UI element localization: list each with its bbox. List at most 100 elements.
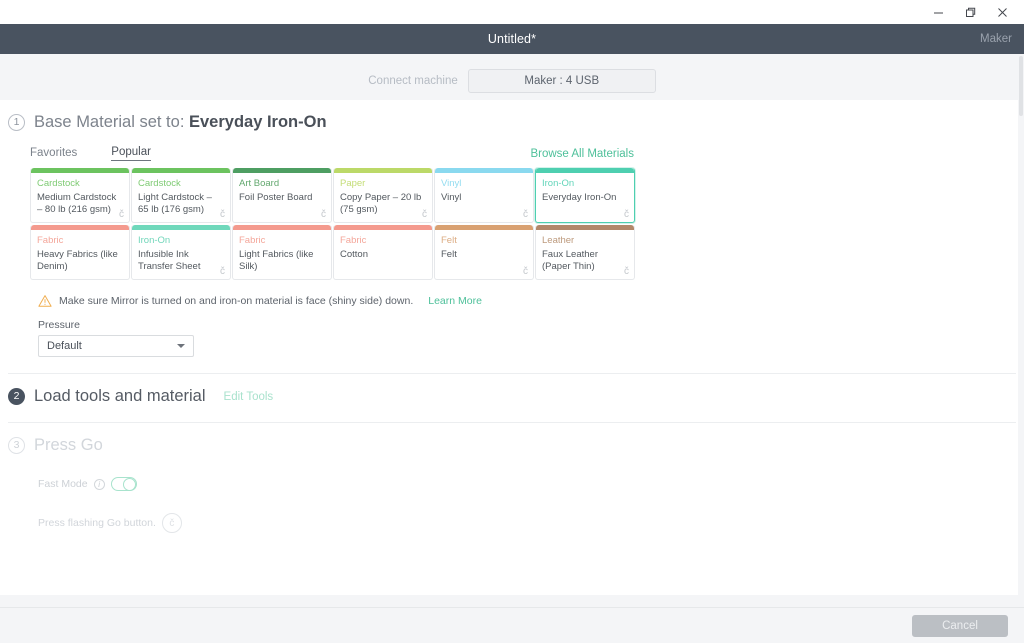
material-card-grid: Cardstock Medium Cardstock – 80 lb (216 … [30, 168, 638, 280]
project-title: Untitled* [487, 32, 537, 46]
material-color-bar [233, 168, 331, 173]
material-color-bar [536, 168, 634, 173]
minimize-icon[interactable] [922, 1, 954, 23]
press-go-row: Press flashing Go button. č [38, 513, 1024, 533]
go-button-icon[interactable]: č [161, 513, 182, 533]
material-card[interactable]: Vinyl Vinyl č [434, 168, 534, 223]
material-card[interactable]: Fabric Cotton [333, 225, 433, 280]
material-name: Everyday Iron-On [542, 191, 617, 203]
step-1-selected-material: Everyday Iron-On [189, 113, 327, 131]
material-category: Cardstock [37, 178, 80, 189]
cricut-logo-icon: č [220, 209, 225, 220]
material-category: Paper [340, 178, 366, 189]
chevron-down-icon [177, 344, 185, 348]
material-name: Vinyl [441, 191, 462, 203]
material-color-bar [132, 225, 230, 230]
learn-more-link[interactable]: Learn More [428, 295, 482, 307]
material-name: Copy Paper – 20 lb (75 gsm) [340, 191, 422, 216]
press-go-instruction: Press flashing Go button. [38, 517, 156, 529]
step-3-body: Fast Mode i Press flashing Go button. č [8, 477, 1024, 533]
step-1-title: Base Material set to: Everyday Iron-On [34, 113, 327, 132]
material-name: Medium Cardstock – 80 lb (216 gsm) [37, 191, 117, 216]
material-category: Art Board [239, 178, 280, 189]
material-category: Iron-On [542, 178, 575, 189]
connect-machine-row: Connect machine Maker : 4 USB [0, 54, 1024, 100]
connect-machine-label: Connect machine [368, 75, 458, 87]
cancel-button[interactable]: Cancel [912, 614, 1008, 637]
machine-select-button[interactable]: Maker : 4 USB [467, 69, 656, 93]
material-category: Felt [441, 235, 457, 246]
step-1-header: 1 Base Material set to: Everyday Iron-On [8, 100, 1024, 138]
step-3-header: 3 Press Go [8, 423, 1024, 461]
page-scrollbar[interactable] [1018, 54, 1024, 643]
material-card[interactable]: Felt Felt č [434, 225, 534, 280]
browse-all-materials-link[interactable]: Browse All Materials [530, 147, 634, 160]
material-card[interactable]: Cardstock Medium Cardstock – 80 lb (216 … [30, 168, 130, 223]
cricut-logo-icon: č [422, 209, 427, 220]
step-2-header: 2 Load tools and material Edit Tools [8, 374, 1024, 412]
fast-mode-row: Fast Mode i [38, 477, 1024, 491]
material-name: Felt [441, 248, 457, 260]
material-color-bar [233, 225, 331, 230]
step-1-base-material: 1 Base Material set to: Everyday Iron-On… [0, 100, 1024, 357]
close-icon[interactable] [986, 1, 1018, 23]
material-color-bar [435, 225, 533, 230]
material-card[interactable]: Leather Faux Leather (Paper Thin) č [535, 225, 635, 280]
step-3-title: Press Go [34, 436, 103, 454]
section-divider [8, 373, 1016, 374]
material-picker-tabs: Favorites Popular Browse All Materials [30, 146, 634, 161]
cricut-logo-icon: č [321, 209, 326, 220]
content-sheet: 1 Base Material set to: Everyday Iron-On… [0, 100, 1024, 595]
step-2-title: Load tools and material [34, 387, 206, 405]
material-color-bar [435, 168, 533, 173]
mirror-notice: Make sure Mirror is turned on and iron-o… [38, 294, 1024, 308]
mirror-notice-text: Make sure Mirror is turned on and iron-o… [59, 295, 414, 307]
restore-icon[interactable] [954, 1, 986, 23]
material-category: Fabric [37, 235, 64, 246]
material-color-bar [31, 225, 129, 230]
material-card[interactable]: Art Board Foil Poster Board č [232, 168, 332, 223]
material-category: Cardstock [138, 178, 181, 189]
edit-tools-link[interactable]: Edit Tools [223, 391, 274, 403]
cricut-logo-icon: č [523, 266, 528, 277]
material-card[interactable]: Fabric Light Fabrics (like Silk) [232, 225, 332, 280]
cricut-logo-icon: č [220, 266, 225, 277]
tab-favorites[interactable]: Favorites [30, 146, 78, 159]
fast-mode-toggle[interactable] [110, 477, 137, 491]
cricut-logo-icon: č [624, 266, 629, 277]
app-titlebar: Untitled* Maker [0, 24, 1024, 54]
step-1-title-prefix: Base Material set to: [34, 113, 189, 131]
material-name: Light Fabrics (like Silk) [239, 248, 314, 273]
material-card-selected[interactable]: Iron-On Everyday Iron-On č [535, 168, 635, 223]
material-color-bar [31, 168, 129, 173]
pressure-value: Default [47, 340, 82, 352]
material-color-bar [132, 168, 230, 173]
toggle-knob [122, 477, 136, 491]
step-3-number: 3 [8, 437, 25, 454]
footer-bar: Cancel [0, 607, 1024, 643]
step-1-number: 1 [8, 114, 25, 131]
material-card[interactable]: Iron-On Infusible Ink Transfer Sheet č [131, 225, 231, 280]
window-chrome [0, 0, 1024, 24]
material-card[interactable]: Cardstock Light Cardstock – 65 lb (176 g… [131, 168, 231, 223]
cricut-logo-icon: č [624, 209, 629, 220]
scrollbar-thumb[interactable] [1019, 56, 1023, 116]
step-1-body: Favorites Popular Browse All Materials C… [8, 146, 1024, 357]
info-icon[interactable]: i [93, 478, 105, 490]
step-3-press-go: 3 Press Go Fast Mode i Press flashing Go… [0, 423, 1024, 533]
material-category: Fabric [340, 235, 367, 246]
material-category: Vinyl [441, 178, 462, 189]
material-name: Faux Leather (Paper Thin) [542, 248, 598, 273]
material-color-bar [334, 168, 432, 173]
material-color-bar [536, 225, 634, 230]
cricut-logo-icon: č [119, 209, 124, 220]
material-card[interactable]: Fabric Heavy Fabrics (like Denim) [30, 225, 130, 280]
pressure-section: Pressure Default [38, 319, 1024, 357]
material-card[interactable]: Paper Copy Paper – 20 lb (75 gsm) č [333, 168, 433, 223]
tab-popular[interactable]: Popular [111, 146, 151, 161]
material-name: Infusible Ink Transfer Sheet [138, 248, 201, 273]
pressure-select[interactable]: Default [38, 335, 194, 357]
material-category: Leather [542, 235, 575, 246]
pressure-label: Pressure [38, 319, 81, 331]
step-2-load-tools: 2 Load tools and material Edit Tools [0, 374, 1024, 412]
